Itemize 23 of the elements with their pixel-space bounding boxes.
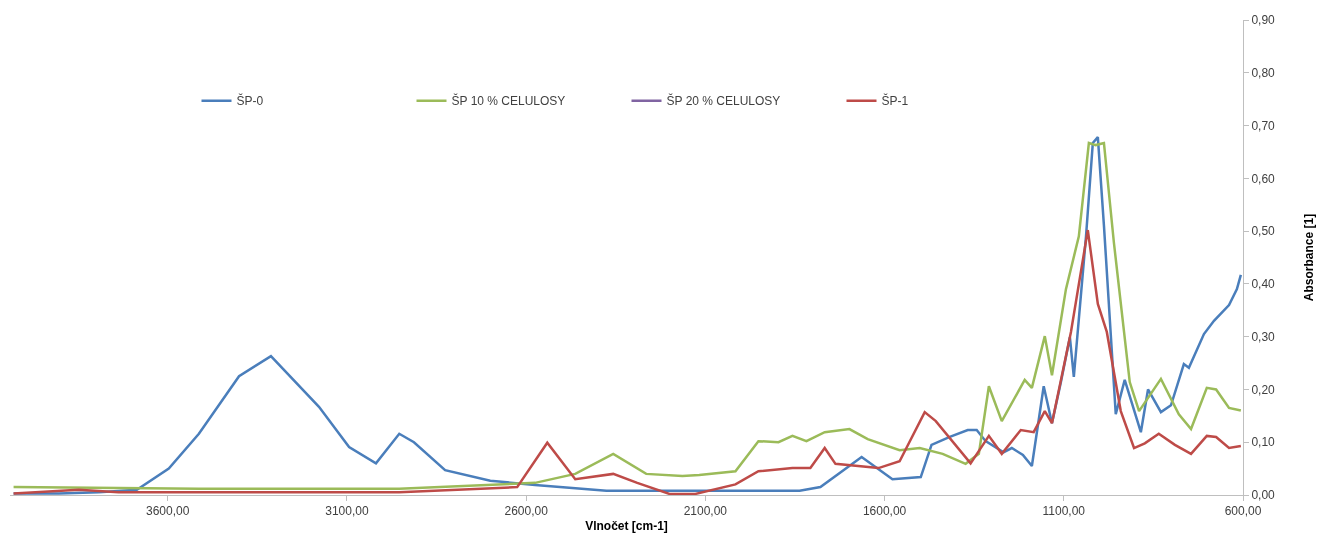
x-tick-label: 3100,00 [325, 504, 369, 519]
y-tick-label: 0,20 [1251, 382, 1276, 397]
legend-label: ŠP 10 % CELULOSY [451, 93, 566, 109]
y-tick-label: 0,10 [1251, 435, 1276, 450]
y-axis-title: Absorbance [1] [1301, 213, 1316, 302]
x-tick-label: 2600,00 [504, 504, 549, 519]
legend-label: ŠP-1 [881, 93, 909, 109]
x-axis-title: Vlnočet [cm-1] [585, 519, 668, 534]
y-tick-label: 0,60 [1251, 171, 1276, 186]
x-tick-label: 3600,00 [146, 504, 190, 519]
x-tick-label: 1600,00 [862, 504, 907, 519]
legend-label: ŠP 20 % CELULOSY [666, 93, 781, 109]
y-tick-label: 0,50 [1251, 224, 1276, 239]
x-tick-label: 600,00 [1224, 504, 1262, 519]
y-tick-label: 0,80 [1251, 65, 1276, 80]
x-tick-label: 2100,00 [683, 504, 728, 519]
legend-label: ŠP-0 [236, 93, 264, 109]
y-tick-label: 0,00 [1251, 488, 1276, 503]
y-tick-label: 0,90 [1251, 13, 1276, 28]
y-tick-label: 0,30 [1251, 329, 1276, 344]
x-tick-label: 1100,00 [1042, 504, 1086, 519]
y-tick-label: 0,70 [1251, 118, 1276, 133]
y-tick-label: 0,40 [1251, 277, 1276, 292]
